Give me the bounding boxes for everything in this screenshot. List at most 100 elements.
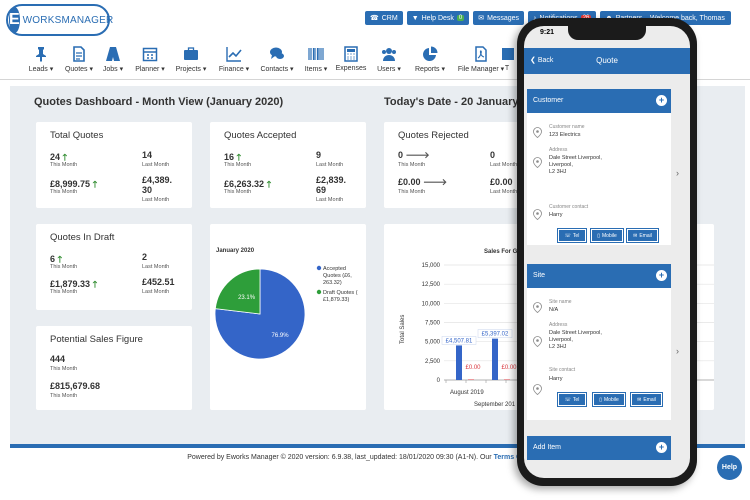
status-time: 9:21 xyxy=(540,29,555,36)
pie-slice-label-draft: 23.1% xyxy=(238,295,256,301)
pie-chart: January 2020 76.9% 23.1% Accepted Quotes … xyxy=(214,248,358,360)
arrow-right-icon: 🡒 xyxy=(423,177,448,187)
card-title: Potential Sales Figure xyxy=(50,334,143,345)
card-title: Quotes Rejected xyxy=(398,130,469,141)
bar-data-label: £0.00 xyxy=(465,365,481,371)
nav-quotes[interactable]: Quotes ▾ xyxy=(56,46,102,73)
pie-chart-card: January 2020 76.9% 23.1% Accepted Quotes … xyxy=(210,224,366,410)
site-mobile-button[interactable]: ▯ Mobile xyxy=(593,393,625,406)
customer-section-header[interactable]: Customer + xyxy=(527,89,671,113)
chevron-right-icon[interactable]: › xyxy=(676,168,679,178)
users-icon xyxy=(382,48,396,61)
this-month-label: This Month xyxy=(50,162,78,168)
quotes-rejected-card[interactable]: Quotes Rejected 0 🡒 This Month 0 Last Mo… xyxy=(384,122,540,208)
road-icon xyxy=(106,47,120,61)
y-tick-label: 7,500 xyxy=(425,321,441,327)
pie-slice-accepted[interactable] xyxy=(214,268,306,360)
calculator-icon xyxy=(344,46,358,62)
chevron-right-icon[interactable]: › xyxy=(676,346,679,356)
nav-users[interactable]: Users ▾ xyxy=(366,46,412,73)
this-month-label: This Month xyxy=(224,162,252,168)
this-month-label: This Month xyxy=(50,189,78,195)
customer-contact-label: Customer contact xyxy=(549,204,589,210)
help-desk-button[interactable]: ▼ Help Desk 0 xyxy=(406,11,470,25)
nav-expenses[interactable]: Expenses xyxy=(328,46,374,72)
briefcase-icon xyxy=(184,47,198,60)
nav-items[interactable]: Items ▾ xyxy=(293,46,339,73)
location-pin-icon xyxy=(533,127,542,138)
arrow-up-icon: 🡑 xyxy=(92,279,98,289)
site-email-button[interactable]: ✉ Email xyxy=(631,393,662,406)
value-this-month: £1,879.33 xyxy=(50,279,91,289)
envelope-icon: ✉ xyxy=(633,232,638,239)
this-month-label: This Month xyxy=(224,189,252,195)
expand-plus-icon[interactable]: + xyxy=(656,442,667,453)
pie-slice-label-accepted: 76.9% xyxy=(272,333,290,339)
customer-email-button[interactable]: ✉ Email xyxy=(627,229,658,242)
app-logo[interactable]: E WORKSMANAGER xyxy=(6,4,113,36)
total-quotes-card[interactable]: Total Quotes 24 🡑 This Month 14 Last Mon… xyxy=(36,122,192,208)
back-button[interactable]: ❮ Back xyxy=(530,57,554,64)
site-tel-button[interactable]: ☏ Tel xyxy=(558,393,586,406)
potential-sales-card[interactable]: Potential Sales Figure 444 This Month £8… xyxy=(36,326,192,410)
value-last-month: £452.51 xyxy=(142,277,175,287)
customer-contact-value: Harry xyxy=(549,212,563,218)
nav-contacts[interactable]: Contacts ▾ xyxy=(254,46,300,73)
legend-label-accepted: Accepted Quotes (£6, 263.32) xyxy=(323,266,352,286)
pie-slice-draft[interactable] xyxy=(214,268,261,315)
expand-plus-icon[interactable]: + xyxy=(656,95,667,106)
crm-button[interactable]: ☎ CRM xyxy=(365,11,403,25)
nav-reports[interactable]: Reports ▾ xyxy=(407,46,453,73)
bar[interactable] xyxy=(456,345,462,380)
quotes-in-draft-card[interactable]: Quotes In Draft 6 🡑 This Month 2 Last Mo… xyxy=(36,224,192,310)
last-month-label: Last Month xyxy=(142,289,170,295)
customer-mobile-button[interactable]: ▯ Mobile xyxy=(591,229,623,242)
count-last-month: 2 xyxy=(142,252,148,262)
nav-file-manager[interactable]: File Manager ▾ xyxy=(455,46,507,73)
bar[interactable] xyxy=(504,379,510,381)
quotes-accepted-card[interactable]: Quotes Accepted 16 🡑 This Month 9 Last M… xyxy=(210,122,366,208)
count-this-month: 24 xyxy=(50,152,61,162)
add-item-section-header[interactable]: Add Item + xyxy=(527,436,671,460)
y-tick-label: 10,000 xyxy=(422,301,441,307)
messages-button[interactable]: ✉ Messages xyxy=(473,11,525,25)
customer-address-line1: Dale Street Liverpool, xyxy=(549,155,602,161)
y-tick-label: 12,500 xyxy=(422,282,441,288)
nav-finance[interactable]: Finance ▾ xyxy=(211,46,257,73)
this-month-label: This Month xyxy=(50,393,78,399)
help-button[interactable]: Help xyxy=(717,455,742,480)
y-tick-label: 2,500 xyxy=(425,359,441,365)
count-last-month: 14 xyxy=(142,150,153,160)
site-section-body: Site name N/A Address Dale Street Liverp… xyxy=(527,288,671,420)
value-this-month: £8,999.75 xyxy=(50,179,91,189)
site-address-line2: Liverpool, xyxy=(549,337,573,343)
last-month-label: Last Month xyxy=(142,197,170,203)
pdf-file-icon xyxy=(475,46,487,62)
arrow-up-icon: 🡑 xyxy=(236,152,242,162)
bar[interactable] xyxy=(492,338,498,380)
site-name-label: Site name xyxy=(549,299,572,305)
nav-leads[interactable]: Leads ▾ xyxy=(18,46,64,73)
expand-plus-icon[interactable]: + xyxy=(656,270,667,281)
nav-truncated[interactable]: T xyxy=(500,46,514,72)
last-month-label: Last Month xyxy=(490,189,518,195)
mobile-icon: ▯ xyxy=(599,396,603,403)
nav-planner[interactable]: Planner ▾ xyxy=(127,46,173,73)
location-pin-icon xyxy=(533,302,542,313)
legend-label-draft: Draft Quotes (£1,879.33) xyxy=(323,290,358,303)
barcode-icon xyxy=(308,48,324,60)
nav-jobs[interactable]: Jobs ▾ xyxy=(90,46,136,73)
last-month-label: Last Month xyxy=(142,264,170,270)
count-last-month: 9 xyxy=(316,150,322,160)
site-section-header[interactable]: Site + xyxy=(527,264,671,288)
dashboard-title: Quotes Dashboard - Month View (January 2… xyxy=(34,96,284,108)
envelope-icon: ✉ xyxy=(478,15,485,22)
bar[interactable] xyxy=(468,379,474,381)
calendar-icon xyxy=(142,47,158,62)
customer-tel-button[interactable]: ☏ Tel xyxy=(558,229,586,242)
pie-chart-title: January 2020 xyxy=(216,248,255,254)
count-last-month: 0 xyxy=(490,150,496,160)
phone-icon: ☏ xyxy=(564,232,571,239)
nav-projects[interactable]: Projects ▾ xyxy=(168,46,214,73)
last-month-label: Last Month xyxy=(316,162,344,168)
